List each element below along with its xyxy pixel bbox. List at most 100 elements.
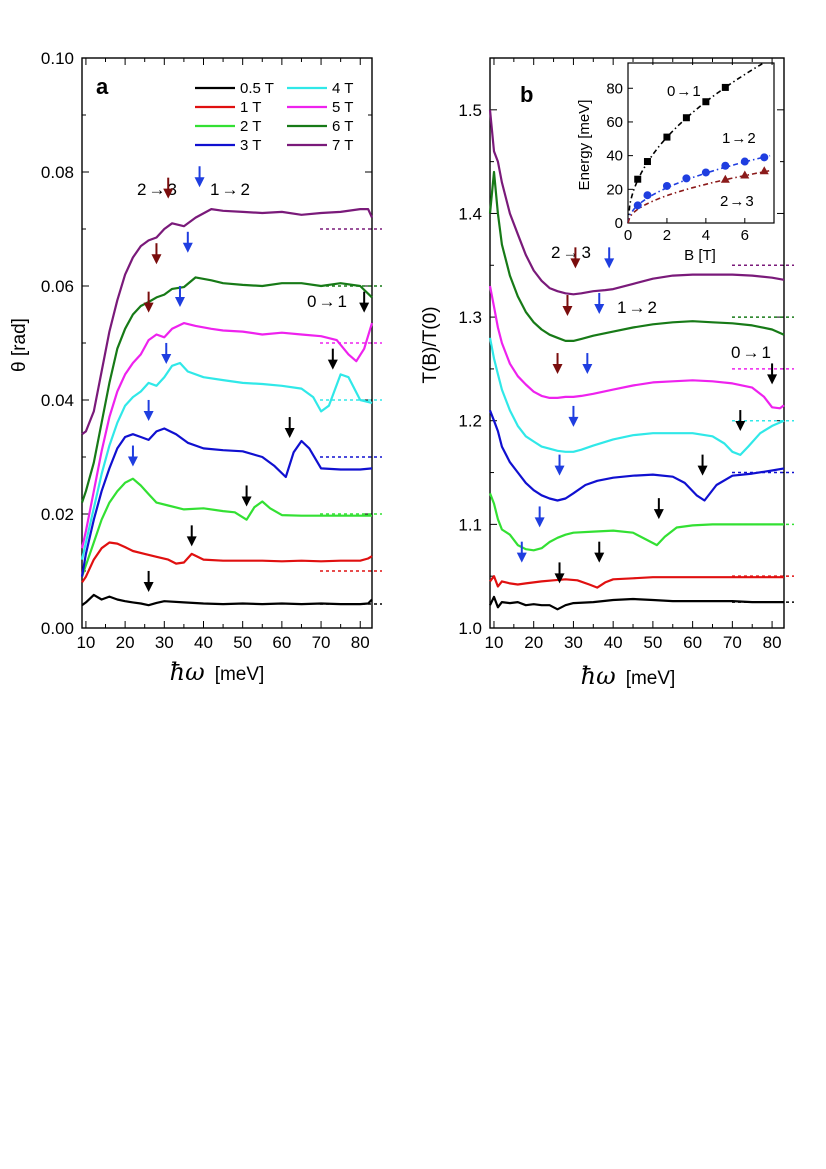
series-line-1-t bbox=[81, 541, 373, 584]
annotation-0-to-1: 0 → 1 bbox=[307, 292, 347, 311]
y-axis-label: T(B)/T(0) bbox=[420, 306, 441, 383]
inset-point-square bbox=[643, 158, 651, 166]
series-line-4-t bbox=[488, 337, 785, 456]
inset-frame bbox=[627, 62, 775, 224]
series-line-7-t bbox=[488, 109, 785, 296]
inset-point-circle bbox=[643, 191, 652, 200]
y-tick-label: 0.00 bbox=[41, 619, 74, 638]
transition-arrow-head bbox=[161, 353, 172, 364]
inset-label-1-to-2: 1→2 bbox=[722, 130, 756, 147]
y-tick-label: 1.5 bbox=[458, 101, 482, 120]
panel-a-label: a bbox=[96, 74, 109, 99]
x-tick-label: 20 bbox=[116, 633, 135, 652]
y-tick-label: 0.04 bbox=[41, 391, 74, 410]
series-line-6-t bbox=[80, 276, 373, 503]
transition-arrow-head bbox=[594, 552, 605, 563]
transition-arrow-head bbox=[582, 364, 593, 375]
y-tick-label: 1.0 bbox=[458, 619, 482, 638]
transition-arrow-head bbox=[554, 573, 565, 584]
inset-point-circle bbox=[633, 201, 642, 210]
series-line-3-t bbox=[488, 410, 785, 502]
inset-x-axis-label: B [T] bbox=[684, 247, 716, 264]
inset-y-tick-label: 40 bbox=[606, 148, 623, 165]
x-axis-label: ħω [meV] bbox=[581, 662, 676, 690]
x-tick-label: 80 bbox=[763, 633, 782, 652]
legend-label-5-t: 5 T bbox=[332, 99, 353, 116]
series-line-3-t bbox=[80, 427, 373, 577]
x-tick-label: 40 bbox=[194, 633, 213, 652]
inset-point-circle bbox=[701, 168, 710, 177]
transition-arrow-head bbox=[570, 258, 581, 269]
inset-x-tick-label: 2 bbox=[663, 227, 671, 244]
inset-point-circle bbox=[740, 157, 749, 166]
x-tick-label: 70 bbox=[723, 633, 742, 652]
x-tick-label: 50 bbox=[233, 633, 252, 652]
transition-arrow-head bbox=[359, 302, 370, 313]
transition-arrow-head bbox=[594, 303, 605, 314]
transition-arrow-head bbox=[194, 177, 205, 188]
series-line-6-t bbox=[488, 170, 785, 342]
series-line-0-5-t bbox=[489, 595, 784, 611]
inset-point-circle bbox=[662, 181, 671, 190]
transition-arrow-head bbox=[151, 254, 162, 265]
inset-x-tick-label: 6 bbox=[741, 227, 749, 244]
legend-label-7-t: 7 T bbox=[332, 137, 353, 154]
inset-x-tick-label: 4 bbox=[702, 227, 710, 244]
series-line-2-t bbox=[80, 477, 372, 578]
transition-arrow-head bbox=[653, 509, 664, 520]
inset-point-triangle bbox=[759, 166, 769, 175]
transition-arrow-head bbox=[604, 258, 615, 269]
inset-y-tick-label: 80 bbox=[606, 80, 623, 97]
legend-label-3-t: 3 T bbox=[240, 137, 261, 154]
inset-point-square bbox=[663, 133, 671, 141]
transition-arrow-head bbox=[186, 536, 197, 547]
transition-arrow-head bbox=[516, 552, 527, 563]
inset-point-square bbox=[682, 114, 690, 122]
inset-point-circle bbox=[682, 174, 691, 183]
x-tick-label: 80 bbox=[351, 633, 370, 652]
x-tick-label: 10 bbox=[485, 633, 504, 652]
x-tick-label: 60 bbox=[272, 633, 291, 652]
inset-x-tick-label: 0 bbox=[624, 227, 632, 244]
transition-arrow-head bbox=[143, 410, 154, 421]
legend-label-1-t: 1 T bbox=[240, 99, 261, 116]
inset-point-triangle bbox=[720, 174, 730, 183]
x-tick-label: 40 bbox=[604, 633, 623, 652]
annotation-0-to-1: 0 → 1 bbox=[731, 343, 771, 362]
series-line-5-t bbox=[80, 322, 374, 549]
series-line-4-t bbox=[80, 361, 373, 560]
x-tick-label: 10 bbox=[76, 633, 95, 652]
transition-arrow-head bbox=[174, 296, 185, 307]
transition-arrow-head bbox=[284, 428, 295, 439]
y-tick-label: 1.4 bbox=[458, 204, 482, 223]
legend-label-2-t: 2 T bbox=[240, 118, 261, 135]
series-line-1-t bbox=[489, 575, 784, 589]
transition-arrow-head bbox=[163, 188, 174, 199]
inset-y-tick-label: 0 bbox=[615, 215, 623, 232]
legend-label-6-t: 6 T bbox=[332, 118, 353, 135]
inset-point-square bbox=[702, 98, 710, 106]
x-tick-label: 30 bbox=[564, 633, 583, 652]
x-tick-label: 20 bbox=[524, 633, 543, 652]
inset-point-square bbox=[634, 175, 642, 183]
legend: 0.5 T 4 T 1 T 5 T 2 T 6 T 3 T 7 T bbox=[195, 80, 353, 154]
series-line-0-5-t bbox=[81, 593, 373, 607]
transition-arrow-head bbox=[327, 359, 338, 370]
inset-y-axis-label: Energy [meV] bbox=[576, 100, 593, 191]
y-tick-label: 1.3 bbox=[458, 308, 482, 327]
x-tick-label: 50 bbox=[643, 633, 662, 652]
transition-arrow-head bbox=[241, 496, 252, 507]
x-tick-label: 60 bbox=[683, 633, 702, 652]
transition-arrow-head bbox=[182, 242, 193, 253]
y-tick-label: 0.02 bbox=[41, 505, 74, 524]
inset-label-0-to-1: 0→1 bbox=[667, 83, 701, 100]
legend-label-4-t: 4 T bbox=[332, 80, 353, 97]
transition-arrow-head bbox=[568, 416, 579, 427]
transition-arrow-head bbox=[562, 306, 573, 317]
transition-arrow-head bbox=[767, 374, 778, 385]
y-tick-label: 0.08 bbox=[41, 163, 74, 182]
transition-arrow-head bbox=[697, 465, 708, 476]
